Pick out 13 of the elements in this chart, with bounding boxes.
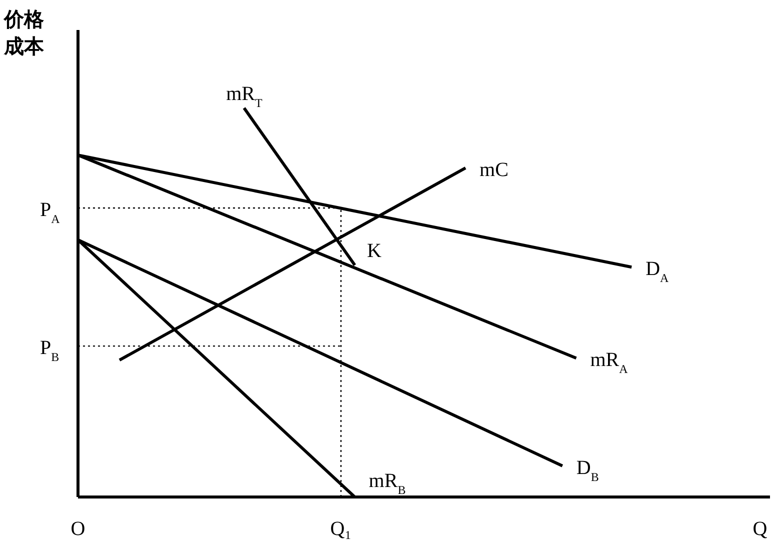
x-tick-label: Q₁ — [330, 518, 352, 540]
y-axis-title: 价格成本 — [3, 7, 45, 58]
annotation: K — [366, 240, 382, 262]
x-tick-label: O — [70, 518, 86, 540]
ref-line-label: P$_{A}$ — [40, 198, 60, 226]
ref-line-label: P$_{B}$ — [40, 337, 60, 364]
series-label: mR$_{T}$ — [226, 83, 263, 110]
series-label: mR$_{B}$ — [368, 470, 406, 497]
series-label: mR$_{A}$ — [590, 349, 628, 376]
series-label: D$_{A}$ — [646, 258, 670, 286]
series-label: mC — [480, 158, 508, 181]
x-axis-title: Q — [752, 518, 768, 540]
series-label: D$_{B}$ — [576, 456, 599, 484]
